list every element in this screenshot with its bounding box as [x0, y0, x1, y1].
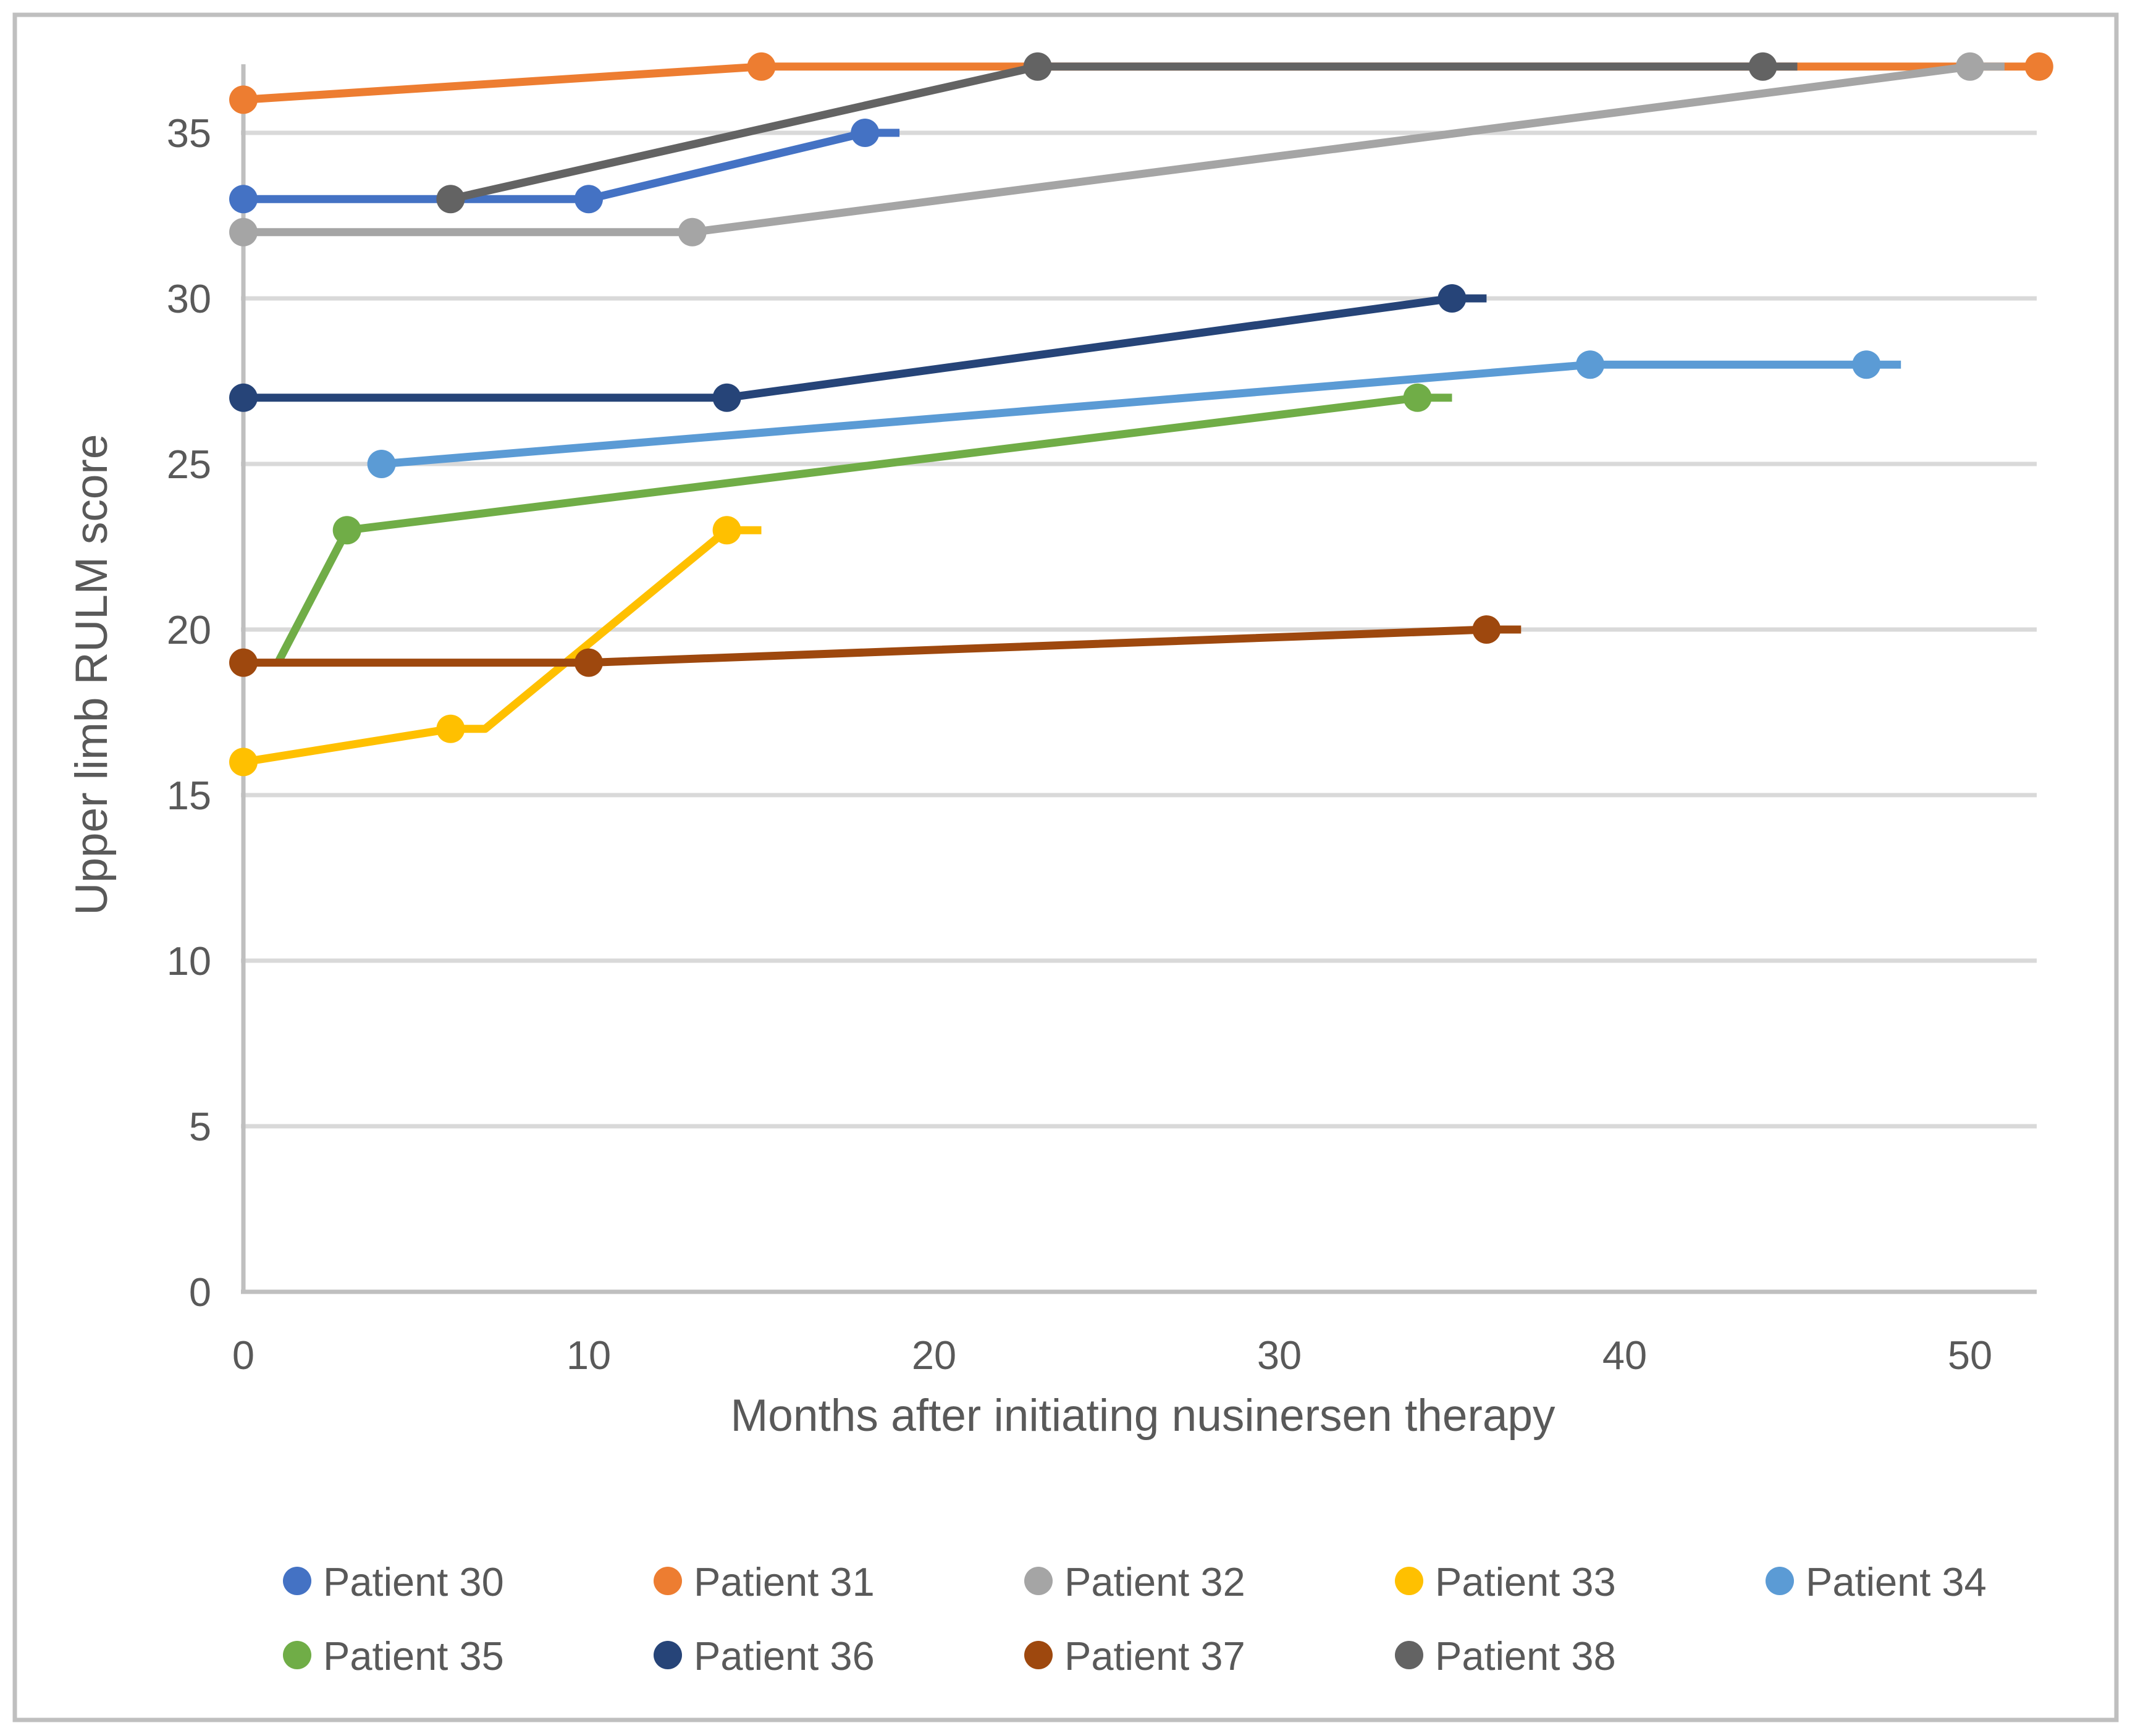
y-tick-label-30: 30: [167, 276, 211, 321]
y-tick-label-15: 15: [167, 773, 211, 818]
legend-label-patient-38: Patient 38: [1435, 1633, 1616, 1679]
legend-item-patient-34: Patient 34: [1766, 1559, 1987, 1604]
axes: [241, 64, 2037, 1294]
legend-label-patient-32: Patient 32: [1064, 1559, 1245, 1604]
marker-patient-30-m18: [851, 119, 880, 147]
x-tick-label-0: 0: [232, 1333, 255, 1378]
legend-label-patient-36: Patient 36: [694, 1633, 875, 1679]
legend-item-patient-36: Patient 36: [654, 1633, 875, 1679]
marker-patient-37-m36: [1472, 615, 1501, 644]
y-tick-label-35: 35: [167, 111, 211, 156]
legend-label-patient-34: Patient 34: [1806, 1559, 1987, 1604]
marker-patient-33-m14: [712, 516, 741, 545]
legend-marker-patient-32: [1024, 1567, 1053, 1595]
marker-patient-30-m0: [229, 185, 258, 214]
legend-label-patient-37: Patient 37: [1064, 1633, 1245, 1679]
marker-patient-38-m23: [1023, 52, 1052, 81]
marker-patient-32-m0: [229, 217, 258, 246]
x-axis-title: Months after initiating nusinersen thera…: [730, 1391, 1555, 1441]
marker-patient-36-m35: [1438, 284, 1467, 313]
series-patient-37: [229, 615, 1522, 677]
x-tick-label-40: 40: [1602, 1333, 1647, 1378]
marker-patient-31-m52: [2024, 52, 2053, 81]
series-line-patient-37: [243, 625, 1522, 667]
marker-patient-37-m0: [229, 648, 258, 677]
gridlines: [241, 130, 2037, 1129]
series-patient-38: [436, 52, 1798, 214]
marker-patient-32-m13: [678, 217, 707, 246]
legend-label-patient-30: Patient 30: [323, 1559, 504, 1604]
series-patient-33: [229, 516, 762, 777]
series-line-patient-33: [242, 526, 762, 766]
marker-patient-36-m0: [229, 383, 258, 412]
marker-patient-35-m34: [1403, 383, 1432, 412]
x-tick-label-20: 20: [912, 1333, 956, 1378]
legend-item-patient-35: Patient 35: [283, 1633, 504, 1679]
series-line-patient-38: [449, 62, 1798, 203]
series-patient-32: [229, 52, 2005, 246]
marker-patient-38-m6: [436, 185, 465, 214]
marker-patient-33-m0: [229, 748, 258, 777]
x-tick-label-30: 30: [1257, 1333, 1302, 1378]
y-axis-title: Upper limb RULM score: [67, 434, 117, 916]
marker-patient-34-m39: [1576, 350, 1605, 379]
y-tick-label-5: 5: [189, 1104, 211, 1149]
marker-patient-30-m10: [575, 185, 603, 214]
legend-item-patient-38: Patient 38: [1395, 1633, 1616, 1679]
marker-patient-31-m15: [747, 52, 776, 81]
legend-label-patient-35: Patient 35: [323, 1633, 504, 1679]
legend-marker-patient-37: [1024, 1641, 1053, 1669]
marker-patient-33-m6: [436, 714, 465, 743]
legend-item-patient-33: Patient 33: [1395, 1559, 1616, 1604]
series-line-patient-30: [243, 129, 900, 203]
marker-patient-31-m0: [229, 85, 258, 114]
series-line-patient-36: [243, 294, 1487, 402]
chart-border: [12, 12, 2119, 1722]
series-line-patient-35: [274, 394, 1452, 665]
legend-item-patient-31: Patient 31: [654, 1559, 875, 1604]
series-line-patient-32: [243, 62, 2005, 237]
series-patient-31: [229, 52, 2053, 114]
legend-item-patient-32: Patient 32: [1024, 1559, 1245, 1604]
marker-patient-38-m44: [1748, 52, 1777, 81]
legend-marker-patient-38: [1395, 1641, 1423, 1669]
legend-marker-patient-30: [283, 1567, 311, 1595]
marker-patient-36-m14: [712, 383, 741, 412]
marker-patient-37-m10: [575, 648, 603, 677]
y-tick-label-20: 20: [167, 607, 211, 652]
x-tick-label-10: 10: [566, 1333, 611, 1378]
legend-marker-patient-34: [1766, 1567, 1794, 1595]
legend-marker-patient-33: [1395, 1567, 1423, 1595]
marker-patient-34-m47: [1852, 350, 1881, 379]
series-patient-30: [229, 119, 900, 214]
legend-label-patient-33: Patient 33: [1435, 1559, 1616, 1604]
y-tick-label-0: 0: [189, 1270, 211, 1315]
legend-label-patient-31: Patient 31: [694, 1559, 875, 1604]
marker-patient-32-m50: [1956, 52, 1984, 81]
y-tick-label-10: 10: [167, 938, 211, 984]
legend-item-patient-30: Patient 30: [283, 1559, 504, 1604]
legend-marker-patient-35: [283, 1641, 311, 1669]
marker-patient-35-m3: [332, 516, 361, 545]
x-tick-label-50: 50: [1948, 1333, 1992, 1378]
series-patient-35: [274, 383, 1452, 665]
series-plot: [229, 52, 2053, 777]
marker-patient-34-m4: [367, 450, 396, 478]
legend-item-patient-37: Patient 37: [1024, 1633, 1245, 1679]
y-tick-label-25: 25: [167, 442, 211, 487]
series-line-patient-34: [381, 360, 1901, 468]
tick-labels: 0 5 10 15 20 25 30 35 0 10 20 30 40 50: [167, 111, 1992, 1378]
legend-marker-patient-31: [654, 1567, 682, 1595]
series-patient-34: [367, 350, 1901, 478]
legend: Patient 30 Patient 31 Patient 32 Patient 33…: [283, 1559, 1987, 1679]
series-patient-36: [229, 284, 1487, 412]
legend-marker-patient-36: [654, 1641, 682, 1669]
